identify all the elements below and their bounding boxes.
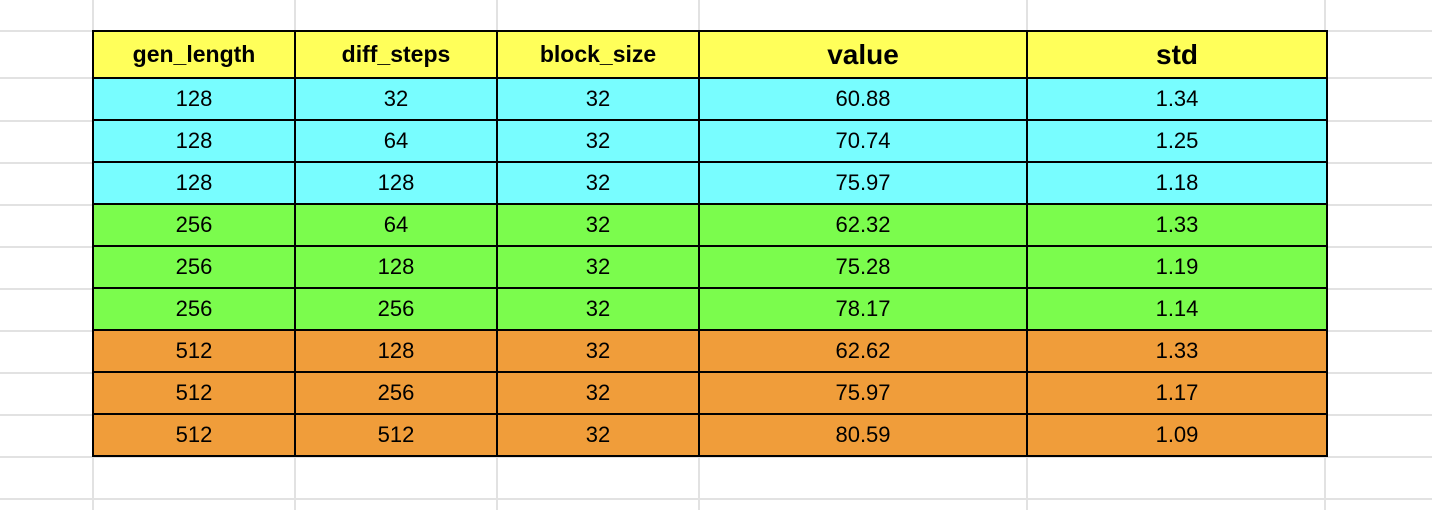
table-row: 128 64 32 70.74 1.25	[92, 119, 1328, 163]
cell-std[interactable]: 1.14	[1026, 287, 1328, 331]
header-cell-diff-steps[interactable]: diff_steps	[294, 30, 498, 79]
cell-std[interactable]: 1.19	[1026, 245, 1328, 289]
table-row: 512 256 32 75.97 1.17	[92, 371, 1328, 415]
cell-gen-length[interactable]: 512	[92, 371, 296, 415]
table-row: 256 64 32 62.32 1.33	[92, 203, 1328, 247]
cell-diff-steps[interactable]: 64	[294, 203, 498, 247]
table-row: 512 128 32 62.62 1.33	[92, 329, 1328, 373]
cell-gen-length[interactable]: 512	[92, 329, 296, 373]
cell-gen-length[interactable]: 256	[92, 287, 296, 331]
cell-block-size[interactable]: 32	[496, 413, 700, 457]
cell-std[interactable]: 1.33	[1026, 329, 1328, 373]
cell-diff-steps[interactable]: 256	[294, 287, 498, 331]
cell-gen-length[interactable]: 128	[92, 161, 296, 205]
cell-value[interactable]: 70.74	[698, 119, 1028, 163]
cell-diff-steps[interactable]: 128	[294, 245, 498, 289]
cell-value[interactable]: 75.28	[698, 245, 1028, 289]
cell-block-size[interactable]: 32	[496, 287, 700, 331]
cell-std[interactable]: 1.17	[1026, 371, 1328, 415]
header-row: gen_length diff_steps block_size value s…	[92, 30, 1328, 79]
table-row: 512 512 32 80.59 1.09	[92, 413, 1328, 457]
cell-diff-steps[interactable]: 512	[294, 413, 498, 457]
cell-value[interactable]: 62.62	[698, 329, 1028, 373]
cell-std[interactable]: 1.34	[1026, 77, 1328, 121]
cell-gen-length[interactable]: 128	[92, 77, 296, 121]
data-table: gen_length diff_steps block_size value s…	[92, 30, 1328, 457]
table-row: 128 32 32 60.88 1.34	[92, 77, 1328, 121]
cell-diff-steps[interactable]: 256	[294, 371, 498, 415]
header-cell-gen-length[interactable]: gen_length	[92, 30, 296, 79]
cell-gen-length[interactable]: 128	[92, 119, 296, 163]
cell-value[interactable]: 75.97	[698, 371, 1028, 415]
cell-gen-length[interactable]: 256	[92, 245, 296, 289]
cell-std[interactable]: 1.25	[1026, 119, 1328, 163]
cell-block-size[interactable]: 32	[496, 329, 700, 373]
cell-value[interactable]: 80.59	[698, 413, 1028, 457]
cell-diff-steps[interactable]: 128	[294, 161, 498, 205]
header-cell-std[interactable]: std	[1026, 30, 1328, 79]
header-cell-block-size[interactable]: block_size	[496, 30, 700, 79]
cell-value[interactable]: 75.97	[698, 161, 1028, 205]
cell-diff-steps[interactable]: 64	[294, 119, 498, 163]
table-row: 256 256 32 78.17 1.14	[92, 287, 1328, 331]
cell-diff-steps[interactable]: 32	[294, 77, 498, 121]
cell-gen-length[interactable]: 512	[92, 413, 296, 457]
header-cell-value[interactable]: value	[698, 30, 1028, 79]
cell-value[interactable]: 78.17	[698, 287, 1028, 331]
cell-block-size[interactable]: 32	[496, 371, 700, 415]
cell-std[interactable]: 1.09	[1026, 413, 1328, 457]
cell-block-size[interactable]: 32	[496, 119, 700, 163]
cell-value[interactable]: 60.88	[698, 77, 1028, 121]
cell-value[interactable]: 62.32	[698, 203, 1028, 247]
table-body: 128 32 32 60.88 1.34 128 64 32 70.74 1.25 128 128 32…	[92, 77, 1328, 457]
table-row: 128 128 32 75.97 1.18	[92, 161, 1328, 205]
cell-gen-length[interactable]: 256	[92, 203, 296, 247]
cell-std[interactable]: 1.18	[1026, 161, 1328, 205]
cell-block-size[interactable]: 32	[496, 161, 700, 205]
table-row: 256 128 32 75.28 1.19	[92, 245, 1328, 289]
cell-std[interactable]: 1.33	[1026, 203, 1328, 247]
cell-block-size[interactable]: 32	[496, 245, 700, 289]
cell-block-size[interactable]: 32	[496, 77, 700, 121]
cell-block-size[interactable]: 32	[496, 203, 700, 247]
cell-diff-steps[interactable]: 128	[294, 329, 498, 373]
